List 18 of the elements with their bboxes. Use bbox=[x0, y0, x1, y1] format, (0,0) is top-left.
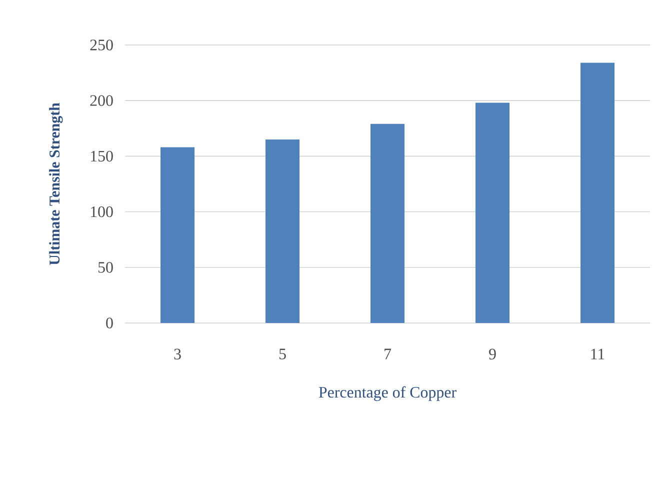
x-tick-label: 5 bbox=[279, 348, 286, 360]
bar bbox=[580, 62, 614, 323]
x-tick-label: 7 bbox=[384, 348, 392, 360]
bar bbox=[370, 124, 405, 323]
y-tick-label: 100 bbox=[90, 206, 113, 218]
y-tick-label: 200 bbox=[90, 95, 113, 106]
y-tick-label: 250 bbox=[90, 40, 113, 50]
bar bbox=[266, 140, 300, 323]
x-tick-label: 9 bbox=[489, 348, 496, 360]
bar bbox=[160, 147, 195, 323]
y-tick-label: 0 bbox=[106, 318, 113, 328]
bar bbox=[476, 102, 510, 323]
y-tick-label: 50 bbox=[98, 262, 113, 273]
x-tick-label: 11 bbox=[591, 348, 604, 360]
y-tick-label: 150 bbox=[90, 150, 113, 162]
y-axis-title: Ultimate Tensile Strength bbox=[49, 102, 63, 265]
x-axis-title: Percentage of Copper bbox=[318, 386, 456, 401]
x-tick-label: 3 bbox=[174, 348, 181, 360]
